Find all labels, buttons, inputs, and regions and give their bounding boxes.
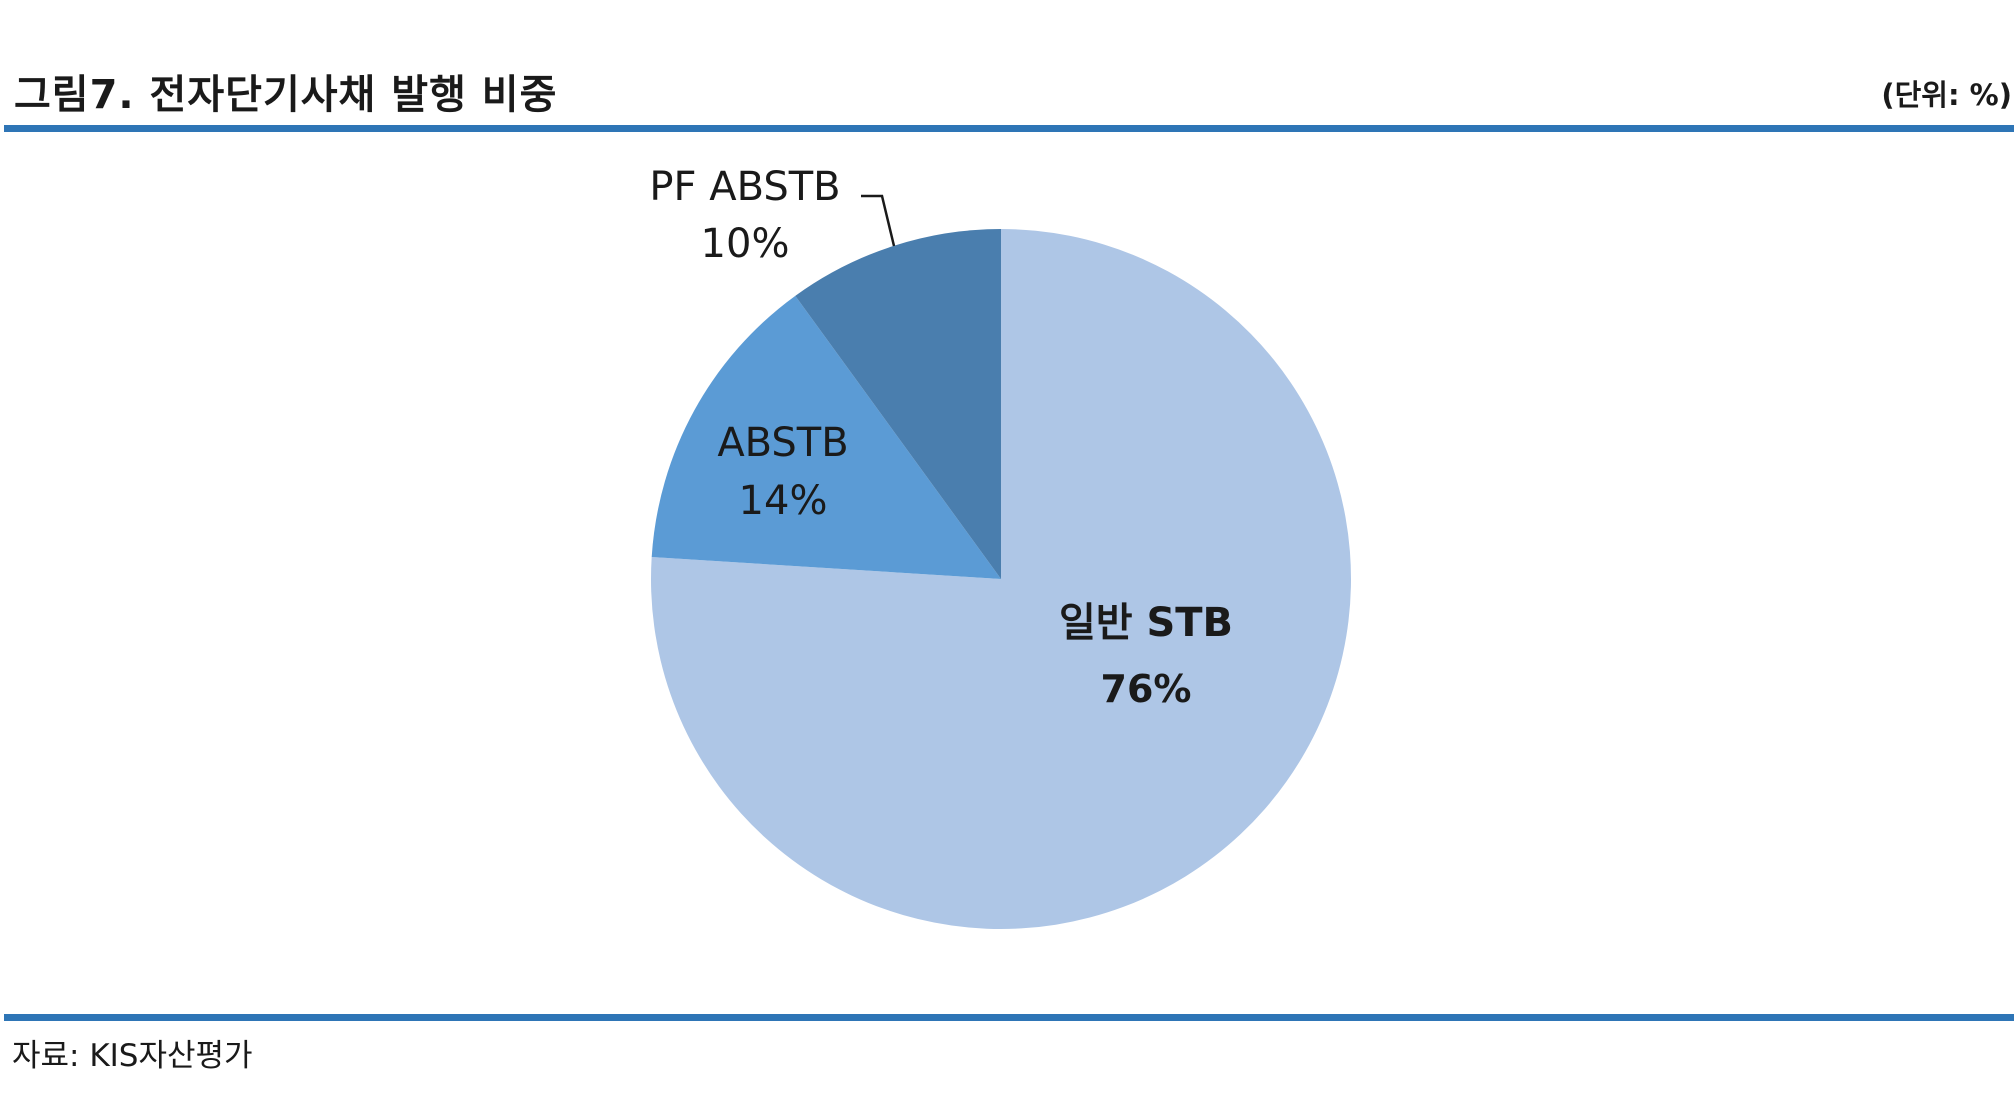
source-note: 자료: KIS자산평가 [12,1038,253,1074]
pie-chart: 일반 STB 76% ABSTB 14% PF ABSTB 10% [649,164,1351,929]
slice-label-abstb-value: 14% [739,478,828,524]
unit-label: (단위: %) [1881,78,2012,112]
pie-slice-abstb [651,295,1001,579]
chart-title: 그림7. 전자단기사채 발행 비중 [14,72,558,118]
slice-label-abstb-name: ABSTB [717,420,848,466]
pf-abstb-leader-line [861,194,896,247]
slice-label-general-stb-value: 76% [1101,667,1192,711]
slice-label-pf-abstb-value: 10% [701,221,790,267]
bottom-divider [4,1014,2014,1021]
pie-slice-pf-abstb [795,229,1001,579]
pie-slice-general-stb [650,229,1351,929]
slice-label-pf-abstb-name: PF ABSTB [649,164,840,210]
slice-label-general-stb-name: 일반 STB [1059,600,1233,646]
pie-slices [650,229,1351,929]
chart-header: 그림7. 전자단기사채 발행 비중 (단위: %) [8,56,2014,118]
top-divider [4,125,2014,132]
